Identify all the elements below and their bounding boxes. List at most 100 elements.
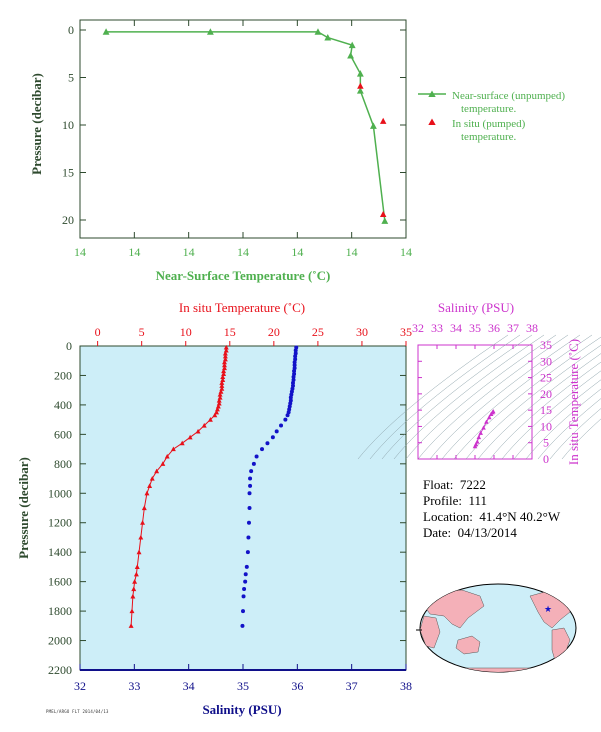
float-location-star: ★ <box>544 604 552 614</box>
unpumped-temperature-point <box>369 122 377 129</box>
date-row: Date: 04/13/2014 <box>423 525 560 541</box>
pressure-tick-label: 1600 <box>48 575 72 589</box>
near-surface-x-ticks: 14 14 14 14 14 14 14 <box>74 20 412 259</box>
temperature-point <box>222 365 227 371</box>
ts-salinity-ticks: 32 33 34 35 36 37 38 <box>412 321 538 459</box>
density-contour <box>537 398 601 460</box>
ts-temperature-tick-label: 5 <box>543 436 549 450</box>
pumped-temperature-point <box>357 82 364 89</box>
temperature-profile-series <box>128 344 229 628</box>
ts-point <box>475 439 480 444</box>
density-contour <box>549 408 601 460</box>
salinity-point <box>254 454 259 459</box>
salinity-point <box>242 587 247 591</box>
ts-point <box>478 430 483 435</box>
temperature-point <box>223 347 229 353</box>
legend-unpumped-label: Near-surface (unpumped) temperature. <box>452 90 568 115</box>
near-surface-y-tick-label: 10 <box>62 118 74 132</box>
temperature-point <box>222 350 228 356</box>
salinity-point <box>270 435 275 440</box>
salinity-tick-label: 38 <box>400 679 412 693</box>
ts-point <box>476 434 482 440</box>
near-surface-y-tick-label: 15 <box>62 166 74 180</box>
salinity-tick-label: 33 <box>128 679 140 693</box>
temperature-point <box>129 608 135 614</box>
profile-label: Profile: <box>423 493 462 508</box>
ts-point <box>473 441 479 447</box>
ts-temperature-tick-label: 0 <box>543 452 549 466</box>
temperature-point <box>179 440 185 446</box>
temperature-tick-label: 30 <box>356 325 368 339</box>
near-surface-y-tick-label: 5 <box>68 71 74 85</box>
salinity-tick-label: 36 <box>291 679 303 693</box>
temperature-point <box>140 520 146 525</box>
salinity-point <box>244 564 249 569</box>
pumped-temperature-point <box>379 210 387 218</box>
near-surface-x-tick-label: 14 <box>74 245 86 259</box>
float-info: Float: 7222 Profile: 111 Location: 41.4°… <box>423 477 560 541</box>
pressure-tick-label: 1800 <box>48 604 72 618</box>
density-contour <box>405 334 557 460</box>
salinity-point <box>241 609 245 614</box>
unpumped-temperature-point <box>102 28 110 35</box>
ts-point <box>481 425 486 430</box>
temperature-point <box>217 394 223 400</box>
ts-temperature-tick-label: 35 <box>540 338 552 352</box>
near-surface-chart: 0 5 10 15 20 14 14 14 14 14 14 14 Pressure (deciba… <box>29 19 568 283</box>
pressure-tick-label: 1200 <box>48 516 72 530</box>
profile-value: 111 <box>468 493 488 508</box>
ts-salinity-tick-label: 37 <box>507 321 519 335</box>
footer-tiny-text: PMEL/ARGO FLT 2014/04/13 <box>46 709 109 714</box>
temperature-point <box>223 344 229 350</box>
legend-pumped-label: In situ (pumped) temperature. <box>452 118 528 143</box>
pressure-tick-label: 2000 <box>48 634 72 648</box>
map-land-africa <box>420 615 441 649</box>
density-contour <box>561 418 601 460</box>
salinity-point <box>241 594 246 599</box>
ts-point <box>484 419 489 424</box>
density-contour <box>429 334 581 460</box>
temperature-point <box>216 397 222 403</box>
profile-salinity-ticks: 32 33 34 35 36 37 38 <box>74 664 412 693</box>
density-contour <box>417 334 569 460</box>
ts-salinity-tick-label: 36 <box>488 321 500 335</box>
date-label: Date: <box>423 525 452 540</box>
density-contour <box>369 334 521 460</box>
date-value: 04/13/2014 <box>457 525 517 540</box>
salinity-tick-label: 37 <box>346 679 358 693</box>
temperature-point <box>160 461 166 466</box>
density-contour <box>525 388 601 460</box>
temperature-point <box>218 389 224 394</box>
unpumped-temperature-point <box>356 70 364 77</box>
legend-unpumped-line1: Near-surface (unpumped) <box>452 90 565 102</box>
salinity-point <box>288 395 293 400</box>
unpumped-temperature-point <box>347 52 354 59</box>
temperature-point <box>138 534 144 540</box>
temperature-tick-label: 20 <box>268 325 280 339</box>
ts-series <box>472 409 496 449</box>
ts-salinity-label: Salinity (PSU) <box>438 300 514 315</box>
ts-plot-frame <box>417 344 533 460</box>
ts-salinity-tick-label: 35 <box>469 321 481 335</box>
temperature-point <box>222 356 228 362</box>
near-surface-y-axis-label: Pressure (decibar) <box>29 73 44 175</box>
profile-temperature-ticks: 0 5 10 15 20 25 30 35 <box>95 325 412 346</box>
salinity-point <box>293 348 298 353</box>
salinity-tick-label: 34 <box>183 679 195 693</box>
float-id-value: 7222 <box>459 477 486 492</box>
salinity-tick-label: 32 <box>74 679 86 693</box>
unpumped-temperature-point <box>206 28 214 35</box>
ts-salinity-tick-label: 33 <box>431 321 443 335</box>
density-contour <box>501 370 601 460</box>
salinity-point <box>243 579 248 584</box>
temperature-point <box>201 422 207 428</box>
float-id-row: Float: 7222 <box>423 477 560 493</box>
pressure-tick-label: 2200 <box>48 663 72 677</box>
near-surface-series <box>102 28 389 224</box>
salinity-point <box>290 380 295 385</box>
near-surface-legend: Near-surface (unpumped) temperature. In … <box>418 90 568 143</box>
ts-salinity-tick-label: 34 <box>450 321 462 335</box>
salinity-point <box>240 623 245 628</box>
temperature-tick-label: 5 <box>139 325 145 339</box>
ts-temperature-tick-label: 25 <box>540 371 552 385</box>
